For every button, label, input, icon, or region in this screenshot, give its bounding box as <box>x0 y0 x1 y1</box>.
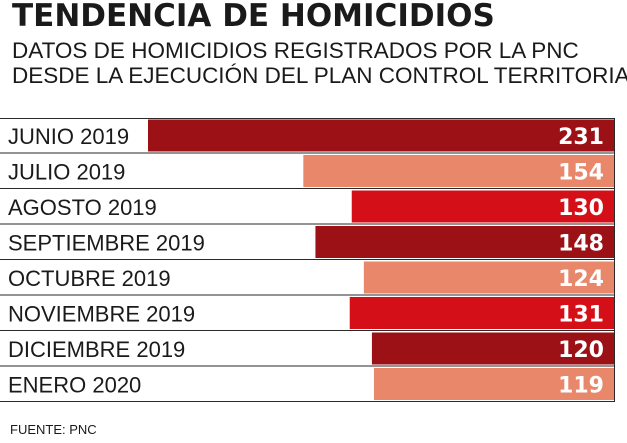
bar <box>351 190 614 223</box>
bar <box>371 332 614 365</box>
value-label: 124 <box>558 267 604 292</box>
category-label: SEPTIEMBRE 2019 <box>8 231 205 256</box>
bar <box>363 261 614 294</box>
bar <box>315 226 614 258</box>
value-label: 119 <box>558 374 604 399</box>
category-label: NOVIEMBRE 2019 <box>8 302 195 327</box>
chart-title: TENDENCIA DE HOMICIDIOS <box>12 0 495 34</box>
bar <box>303 155 614 187</box>
category-label: ENERO 2020 <box>8 373 141 398</box>
chart-subtitle: DATOS DE HOMICIDIOS REGISTRADOS POR LA P… <box>12 38 627 88</box>
category-label: JUNIO 2019 <box>8 124 129 149</box>
value-label: 154 <box>558 161 604 186</box>
source-note: FUENTE: PNC <box>10 422 97 437</box>
bar <box>148 119 614 152</box>
bar-chart: JUNIO 2019 231 JULIO 2019 154 AGOSTO 2019 130… <box>0 118 615 402</box>
category-label: DICIEMBRE 2019 <box>8 337 185 362</box>
category-label: JULIO 2019 <box>8 160 125 185</box>
subtitle-line-2: DESDE LA EJECUCIÓN DEL PLAN CONTROL TERR… <box>12 63 627 88</box>
category-label: AGOSTO 2019 <box>8 195 157 220</box>
subtitle-line-1: DATOS DE HOMICIDIOS REGISTRADOS POR LA P… <box>12 38 579 63</box>
bar <box>349 297 614 329</box>
value-label: 131 <box>558 303 604 328</box>
bar <box>373 368 614 400</box>
value-label: 148 <box>558 232 604 257</box>
category-label: OCTUBRE 2019 <box>8 266 171 291</box>
value-label: 120 <box>558 338 604 363</box>
value-label: 231 <box>558 125 604 150</box>
value-label: 130 <box>558 196 604 221</box>
